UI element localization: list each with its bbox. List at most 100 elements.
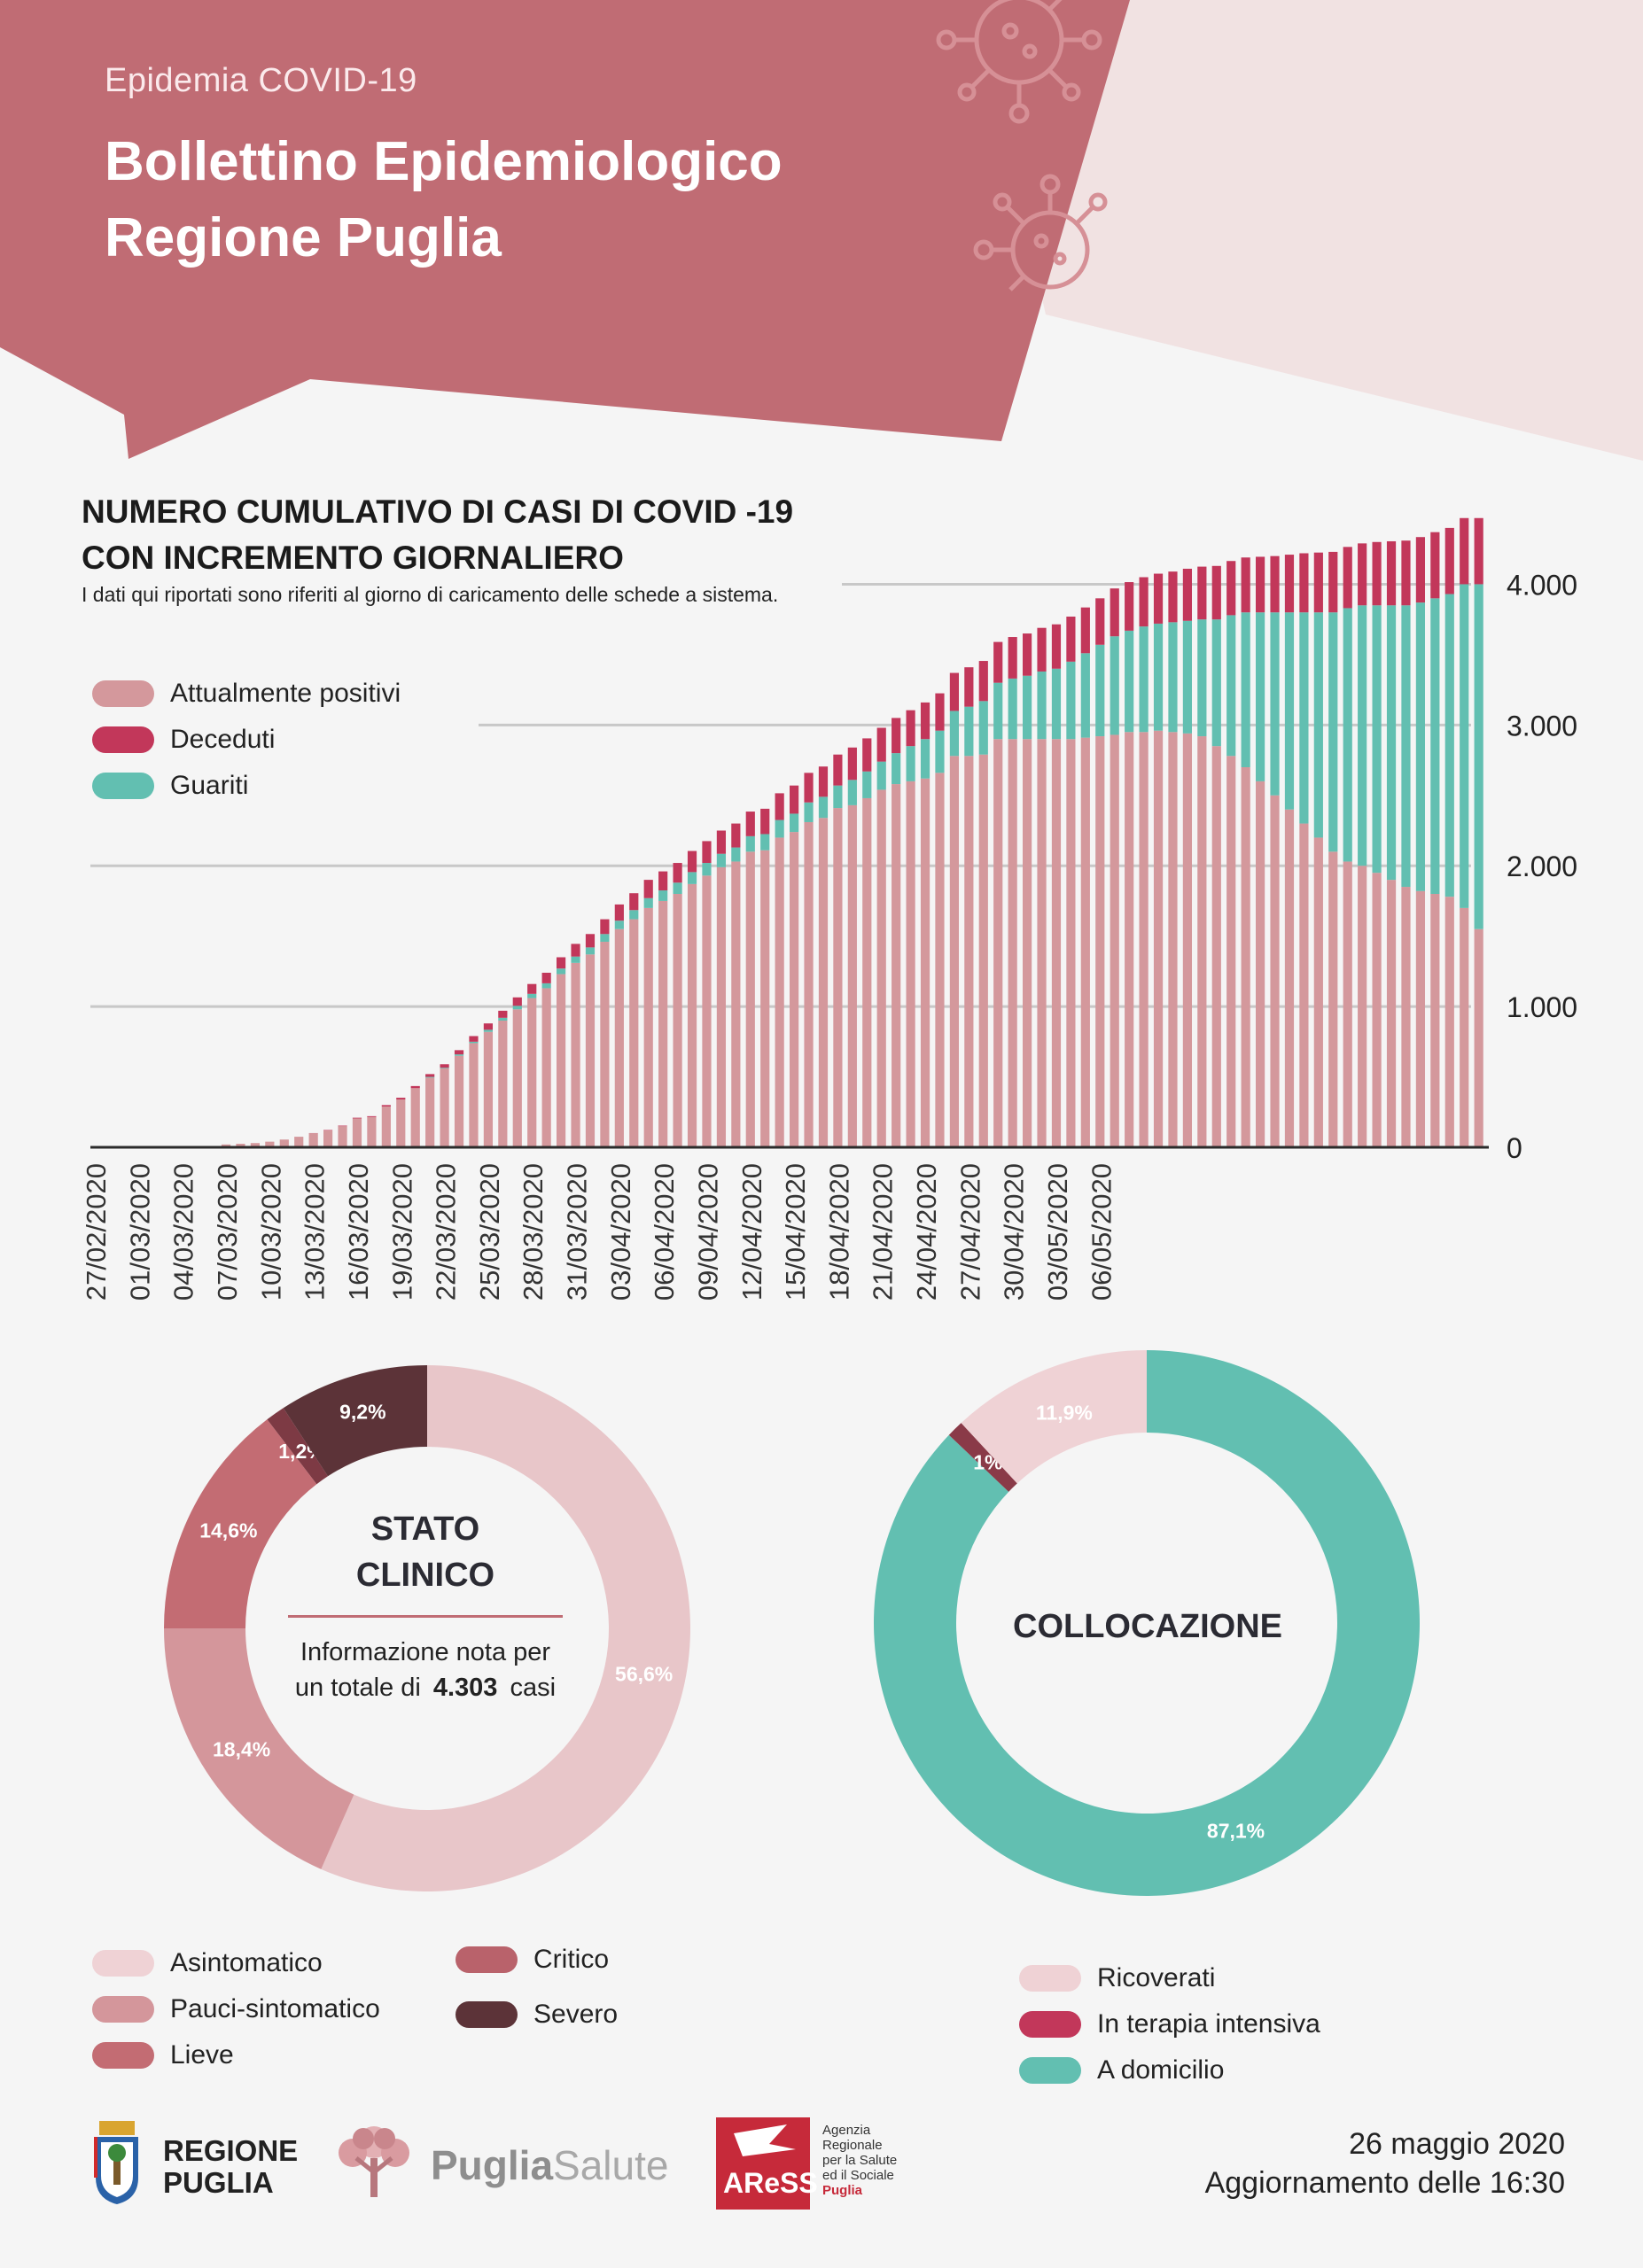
bar-attualmente-positivi	[571, 962, 580, 1147]
bar-deceduti	[512, 997, 522, 1006]
bar-attualmente-positivi	[629, 919, 639, 1147]
aress-logo-text: AReSS	[723, 2167, 818, 2199]
bar-attualmente-positivi	[1066, 739, 1076, 1147]
bar-guariti	[600, 934, 610, 943]
regione-line1: REGIONE	[163, 2134, 299, 2167]
y-tick-label: 1.000	[1507, 991, 1577, 1023]
report-date: 26 maggio 2020	[1349, 2127, 1565, 2161]
bar-attualmente-positivi	[1444, 897, 1454, 1147]
bar-deceduti	[498, 1010, 508, 1018]
legend-swatch	[92, 773, 154, 799]
bar-attualmente-positivi	[1211, 746, 1221, 1147]
bar-guariti	[1211, 619, 1221, 747]
bar-guariti	[745, 835, 755, 852]
regione-line2: PUGLIA	[163, 2166, 274, 2199]
bar-attualmente-positivi	[308, 1133, 318, 1147]
bar-deceduti	[818, 766, 829, 797]
aress-caption-line: Regionale	[822, 2138, 883, 2153]
aress-logo-icon	[716, 2117, 810, 2210]
bar-deceduti	[1211, 565, 1221, 620]
bar-deceduti	[367, 1115, 377, 1117]
bar-attualmente-positivi	[935, 773, 945, 1147]
bar-deceduti	[1415, 537, 1426, 603]
bar-attualmente-positivi	[1125, 732, 1134, 1147]
bar-attualmente-positivi	[892, 784, 901, 1147]
chart-title: NUMERO CUMULATIVO DI CASI DI COVID -19 C…	[82, 489, 793, 581]
virus-icon	[973, 174, 1108, 291]
bar-deceduti	[527, 983, 537, 994]
bar-guariti	[1168, 622, 1178, 733]
slice-lieve	[164, 1419, 317, 1628]
x-tick-label: 07/03/2020	[212, 1163, 243, 1301]
x-tick-label: 04/03/2020	[168, 1163, 199, 1301]
bar-attualmente-positivi	[818, 818, 829, 1147]
bar-attualmente-positivi	[775, 837, 784, 1147]
bar-attualmente-positivi	[1182, 733, 1193, 1147]
update-time: Aggiornamento delle 16:30	[1204, 2166, 1565, 2200]
bar-guariti	[1386, 605, 1397, 881]
bar-deceduti	[1182, 568, 1193, 621]
y-tick-label: 3.000	[1507, 710, 1577, 742]
bar-guariti	[658, 890, 668, 901]
virus-icon	[936, 0, 1102, 124]
legend-label: Lieve	[170, 2040, 234, 2070]
page-title: Bollettino Epidemiologico Regione Puglia	[105, 124, 783, 276]
bar-guariti	[1299, 612, 1309, 824]
bar-guariti	[949, 711, 960, 757]
bar-attualmente-positivi	[1153, 730, 1164, 1147]
bar-attualmente-positivi	[469, 1043, 479, 1147]
bar-guariti	[702, 863, 712, 876]
slice-label: 14,6%	[199, 1518, 257, 1542]
bar-deceduti	[1401, 540, 1411, 606]
bar-deceduti	[833, 754, 843, 786]
bar-deceduti	[629, 893, 639, 911]
x-tick-label: 15/04/2020	[780, 1163, 811, 1301]
bar-deceduti	[483, 1023, 494, 1030]
bar-deceduti	[1474, 517, 1483, 585]
bar-attualmente-positivi	[381, 1106, 391, 1147]
x-tick-label: 19/03/2020	[386, 1163, 417, 1301]
puglia-salute-logo: PugliaSalute	[431, 2141, 668, 2189]
x-tick-label: 31/03/2020	[562, 1163, 593, 1301]
bar-deceduti	[571, 944, 580, 957]
donut-collocazione-title: COLLOCAZIONE	[1013, 1608, 1282, 1645]
x-tick-label: 03/05/2020	[1042, 1163, 1073, 1301]
bar-deceduti	[541, 972, 551, 983]
bar-attualmente-positivi	[265, 1141, 275, 1147]
bar-guariti	[847, 780, 857, 805]
legend-label: A domicilio	[1097, 2055, 1225, 2085]
bar-deceduti	[557, 957, 566, 969]
bar-attualmente-positivi	[338, 1126, 347, 1147]
legend-label: In terapia intensiva	[1097, 2009, 1320, 2039]
donut-stato-title: STATO CLINICO	[292, 1506, 558, 1598]
bar-guariti	[1328, 612, 1338, 852]
bar-attualmente-positivi	[804, 821, 814, 1147]
bar-guariti	[1313, 612, 1323, 838]
bar-attualmente-positivi	[1023, 739, 1032, 1147]
legend-swatch	[1019, 1965, 1081, 1992]
bar-attualmente-positivi	[483, 1031, 494, 1147]
bar-attualmente-positivi	[702, 875, 712, 1147]
x-tick-label: 18/04/2020	[823, 1163, 854, 1301]
x-tick-label: 24/04/2020	[911, 1163, 942, 1301]
bar-deceduti	[1139, 577, 1149, 627]
bar-deceduti	[1372, 541, 1382, 606]
bar-attualmente-positivi	[1343, 861, 1352, 1147]
note-total: 4.303	[432, 1674, 498, 1702]
bar-attualmente-positivi	[294, 1137, 304, 1147]
bar-deceduti	[440, 1064, 449, 1068]
bar-deceduti	[993, 641, 1003, 683]
bar-attualmente-positivi	[236, 1144, 245, 1147]
bar-deceduti	[600, 919, 610, 935]
bar-guariti	[876, 761, 886, 790]
x-tick-label: 22/03/2020	[431, 1163, 462, 1301]
y-tick-label: 0	[1507, 1132, 1522, 1164]
bar-attualmente-positivi	[425, 1077, 435, 1147]
bar-guariti	[643, 897, 653, 908]
bar-attualmente-positivi	[862, 797, 872, 1147]
bar-guariti	[892, 753, 901, 785]
bar-guariti	[1256, 612, 1265, 781]
bar-attualmente-positivi	[352, 1118, 362, 1147]
donut-stato-note: Informazione nota per un totale di 4.303…	[266, 1635, 585, 1705]
legend-item-deceduti: Deceduti	[92, 722, 275, 757]
